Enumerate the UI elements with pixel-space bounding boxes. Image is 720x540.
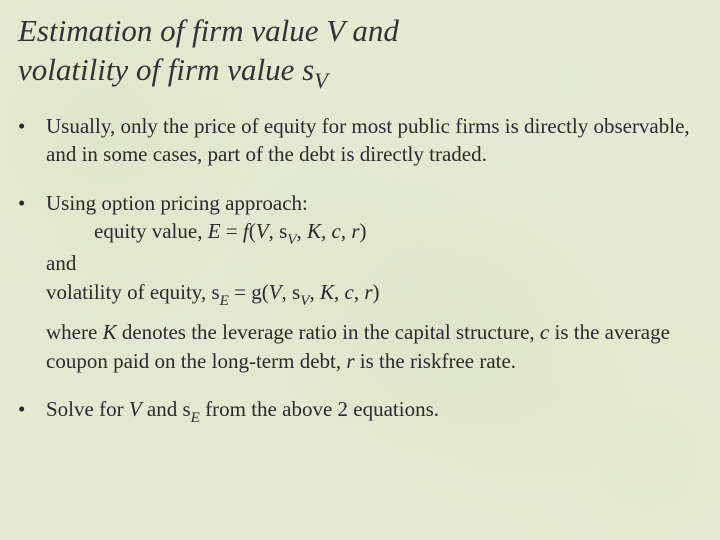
bullet-2: • Using option pricing approach: equity …: [18, 189, 696, 311]
b2-eq2: volatility of equity, sE = g(V, sV, K, c…: [46, 280, 380, 304]
eq1-eq: =: [221, 219, 243, 243]
eq1-c3: ,: [321, 219, 332, 243]
b3-p1: Solve for: [46, 397, 129, 421]
b3-V: V: [129, 397, 142, 421]
bullet-2-body: Using option pricing approach: equity va…: [46, 189, 696, 311]
eq2-c: c: [344, 280, 353, 304]
b3-p3: from the above 2 equations.: [200, 397, 439, 421]
bullet-3-body: Solve for V and sE from the above 2 equa…: [46, 395, 696, 428]
eq2-c4: ,: [354, 280, 365, 304]
where-p2: denotes the leverage ratio in the capita…: [117, 320, 540, 344]
eq1-close: ): [360, 219, 367, 243]
b3-sigma: s: [182, 397, 190, 421]
eq1-K: K: [307, 219, 321, 243]
eq2-c1: ,: [282, 280, 293, 304]
bullet-mark: •: [18, 112, 46, 140]
eq2-sigma2: s: [292, 280, 300, 304]
eq2-r: r: [364, 280, 372, 304]
eq1-c4: ,: [341, 219, 352, 243]
where-p1: where: [46, 320, 103, 344]
eq1-V: V: [256, 219, 269, 243]
eq1-E: E: [208, 219, 221, 243]
bullet-mark: •: [18, 395, 46, 423]
bullet-3: • Solve for V and sE from the above 2 eq…: [18, 395, 696, 428]
slide-title: Estimation of firm value V and volatilit…: [18, 12, 696, 94]
eq2-c3: ,: [334, 280, 345, 304]
eq2-K: K: [320, 280, 334, 304]
b2-line1: Using option pricing approach:: [46, 191, 308, 215]
eq1-r: r: [351, 219, 359, 243]
eq2-V: V: [269, 280, 282, 304]
eq2-close: ): [373, 280, 380, 304]
where-c: c: [540, 320, 549, 344]
b2-and: and: [46, 251, 76, 275]
where-r: r: [346, 349, 354, 373]
bullet-mark: •: [18, 189, 46, 217]
eq2-sub1: E: [220, 293, 229, 309]
eq2-prefix: volatility of equity,: [46, 280, 211, 304]
title-sigma: s: [302, 52, 314, 87]
eq1-c2: ,: [296, 219, 307, 243]
bullet-1-text: Usually, only the price of equity for mo…: [46, 112, 696, 169]
bullet-1: • Usually, only the price of equity for …: [18, 112, 696, 169]
eq2-sub2: V: [300, 293, 309, 309]
eq2-sigma1: s: [211, 280, 219, 304]
title-line-1: Estimation of firm value V and: [18, 13, 399, 48]
eq1-c: c: [332, 219, 341, 243]
title-line-2-prefix: volatility of firm value: [18, 52, 302, 87]
b2-eq1: equity value, E = f(V, sV, K, c, r): [46, 219, 367, 243]
eq2-eq: = g(: [229, 280, 269, 304]
title-sigma-sub: V: [314, 68, 328, 93]
where-p4: is the riskfree rate.: [355, 349, 517, 373]
where-K: K: [103, 320, 117, 344]
eq2-c2: ,: [309, 280, 320, 304]
b3-p2: and: [142, 397, 183, 421]
b3-sub: E: [191, 410, 200, 426]
eq1-prefix: equity value,: [94, 219, 208, 243]
eq1-sub: V: [287, 232, 296, 248]
where-paragraph: where K denotes the leverage ratio in th…: [46, 318, 696, 375]
eq1-open: (: [249, 219, 256, 243]
eq1-c1: ,: [269, 219, 280, 243]
